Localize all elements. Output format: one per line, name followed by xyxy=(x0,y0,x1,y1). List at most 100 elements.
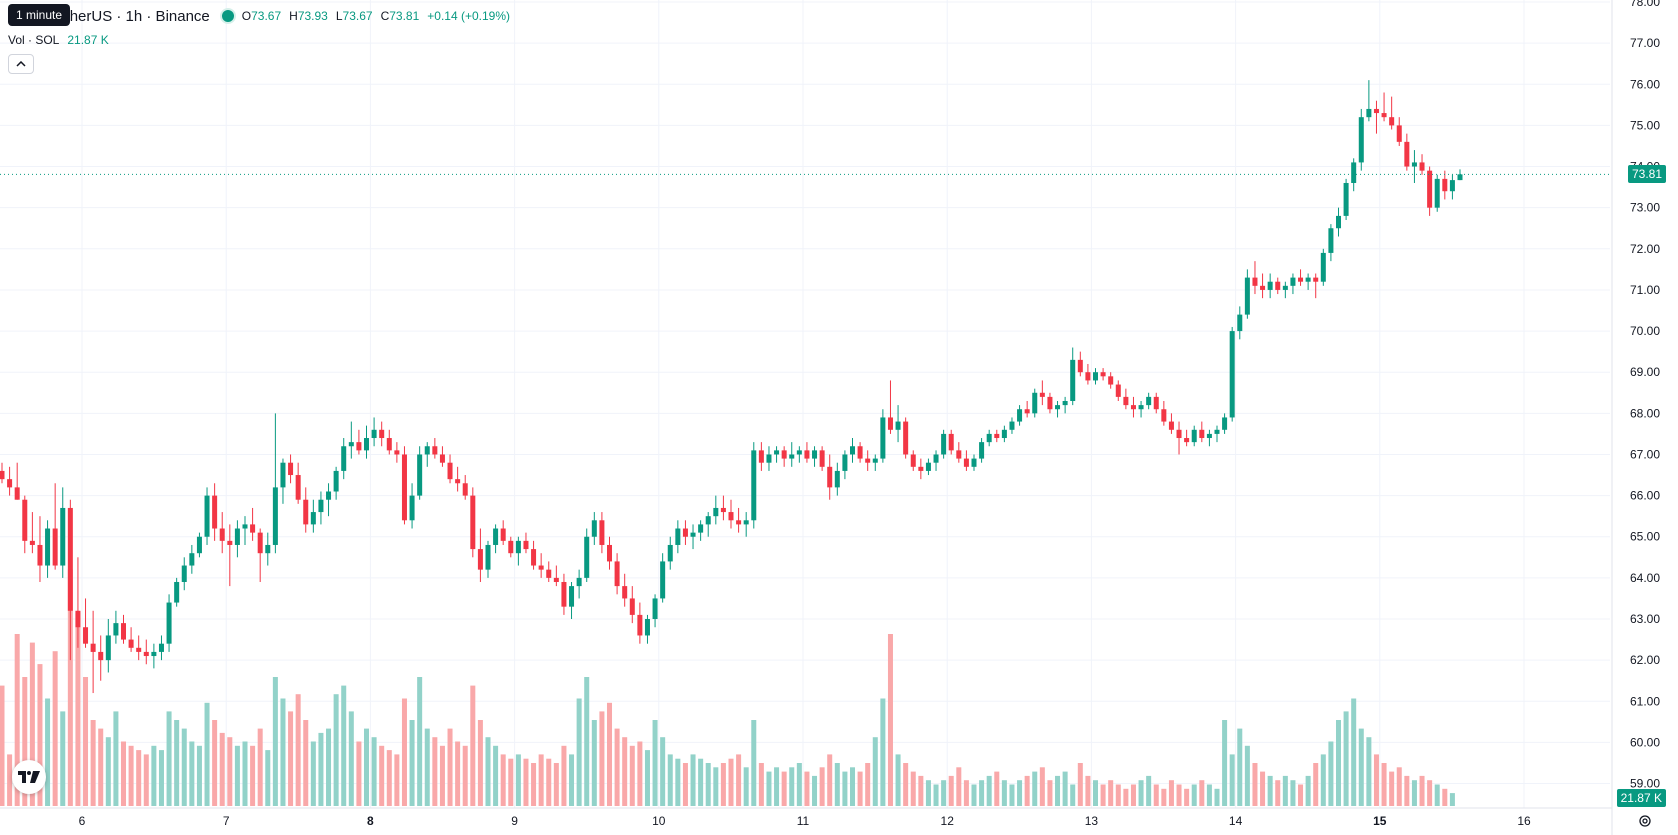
price-tick-label: 69.00 xyxy=(1630,365,1660,379)
candle xyxy=(29,512,35,554)
volume-bar xyxy=(45,698,51,806)
candle xyxy=(1001,425,1007,443)
volume-bar xyxy=(22,677,28,806)
volume-bar xyxy=(994,771,1000,806)
candle xyxy=(774,446,780,463)
candle xyxy=(295,462,301,504)
collapse-legend-button[interactable] xyxy=(8,54,34,74)
candle xyxy=(1419,154,1425,175)
settings-gear-icon[interactable] xyxy=(1636,812,1654,830)
candle xyxy=(622,573,628,607)
change-value: +0.14 (+0.19%) xyxy=(427,9,511,23)
price-tick-label: 64.00 xyxy=(1630,571,1660,585)
volume-bar xyxy=(644,750,650,806)
volume-bar xyxy=(1298,784,1304,806)
volume-bar xyxy=(1335,720,1342,806)
price-tick-label: 73.00 xyxy=(1630,201,1660,215)
volume-bar xyxy=(1032,771,1038,806)
candle xyxy=(363,425,370,459)
candle xyxy=(174,577,180,607)
volume-bar xyxy=(7,754,13,806)
volume-label[interactable]: Vol · SOL xyxy=(8,33,60,47)
volume-bar xyxy=(880,698,886,806)
candle xyxy=(986,429,992,447)
volume-bar xyxy=(401,698,407,806)
volume-bar xyxy=(903,763,909,806)
candle xyxy=(1168,413,1174,434)
candle xyxy=(933,450,939,471)
chevron-up-icon xyxy=(16,61,26,67)
volume-bar xyxy=(462,745,468,806)
candle xyxy=(834,462,840,496)
candle xyxy=(1366,80,1372,122)
volume-bar xyxy=(1146,775,1152,806)
volume-bar xyxy=(174,720,180,806)
price-tick-label: 71.00 xyxy=(1630,283,1660,297)
candle xyxy=(1153,392,1159,414)
candle xyxy=(644,614,650,644)
candle xyxy=(0,462,5,484)
candle xyxy=(963,450,969,471)
candle xyxy=(386,429,392,455)
candle xyxy=(462,475,468,500)
candle xyxy=(971,454,977,471)
market-status-icon[interactable] xyxy=(221,10,234,22)
gear-shape xyxy=(1639,815,1651,827)
candle xyxy=(128,627,134,652)
volume-bar xyxy=(1244,745,1250,806)
candle xyxy=(1237,306,1243,340)
volume-bar xyxy=(1108,780,1114,806)
time-tick-label: 14 xyxy=(1229,814,1243,828)
candle xyxy=(1252,261,1258,295)
candle xyxy=(561,573,567,615)
candle xyxy=(189,544,195,574)
candle xyxy=(470,487,476,558)
volume-bar xyxy=(591,720,597,806)
candle xyxy=(432,438,438,459)
volume-bar xyxy=(804,771,810,806)
tradingview-logo-icon[interactable] xyxy=(12,760,46,794)
price-tick-label: 68.00 xyxy=(1630,406,1660,420)
volume-bar xyxy=(1260,771,1266,806)
volume-bar xyxy=(234,745,240,806)
volume-bar xyxy=(386,750,392,806)
volume-bar xyxy=(834,763,840,806)
volume-bar xyxy=(257,728,263,806)
volume-bar xyxy=(333,694,339,806)
candle xyxy=(181,557,187,591)
candle xyxy=(234,520,240,558)
price-axis[interactable]: 59.00 60.00 61.00 62.00 63.00 64.00 65.00 66.00… xyxy=(1630,0,1660,791)
candle xyxy=(417,446,423,500)
time-tick-label: 11 xyxy=(797,814,810,828)
candle xyxy=(1115,380,1121,401)
volume-bar xyxy=(1115,784,1121,806)
volume-bar xyxy=(288,711,294,806)
volume-bar xyxy=(796,763,802,806)
candle xyxy=(318,491,324,525)
candle xyxy=(105,619,111,673)
volume-bar xyxy=(553,763,559,806)
volume-bar xyxy=(531,763,537,806)
candle xyxy=(212,483,218,541)
volume-bar xyxy=(599,711,605,806)
candle xyxy=(1343,178,1349,221)
candle xyxy=(857,442,863,463)
volume-bar xyxy=(1328,741,1334,806)
candle xyxy=(120,614,127,644)
volume-bar xyxy=(766,771,772,806)
time-axis[interactable]: 6 7 8 9 10 11 12 13 14 15 16 xyxy=(79,814,1531,828)
candle xyxy=(743,512,749,537)
volume-bar xyxy=(1366,737,1372,806)
volume-bar xyxy=(1222,720,1228,806)
volume-bar xyxy=(774,767,780,806)
volume-bar xyxy=(538,754,544,806)
candle xyxy=(394,442,400,463)
candle xyxy=(401,446,407,525)
price-tick-label: 61.00 xyxy=(1630,694,1660,708)
volume-bar xyxy=(1070,784,1076,806)
volume-bar xyxy=(963,780,969,806)
volume-bar xyxy=(326,728,332,806)
volume-bar xyxy=(872,737,878,806)
candle xyxy=(67,499,73,661)
